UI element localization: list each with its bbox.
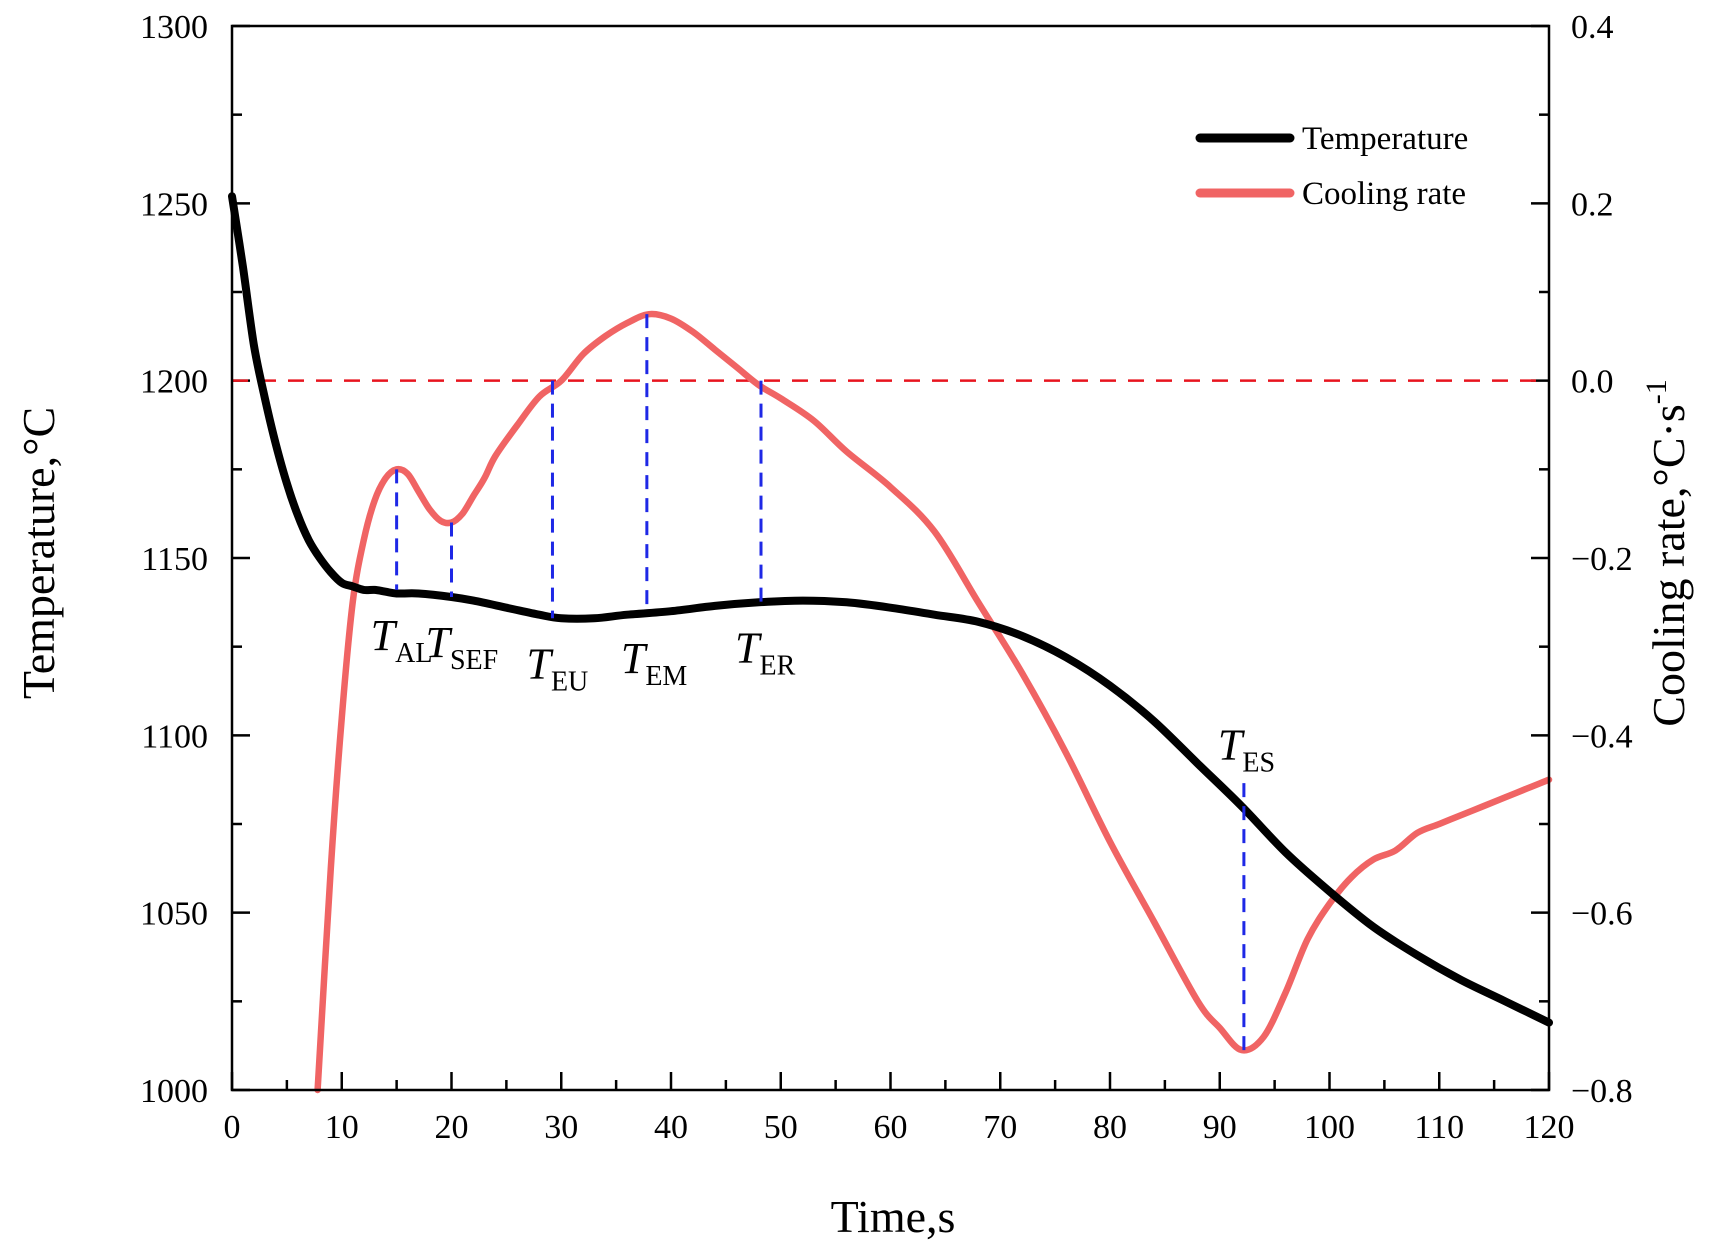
y2-tick-label: −0.4: [1571, 718, 1633, 755]
y-axis-title: Temperature,°C: [13, 407, 64, 699]
marker-label-al: TAL: [371, 611, 433, 669]
y2-tick-label: −0.8: [1571, 1073, 1633, 1110]
marker-label-em: TEM: [621, 634, 688, 692]
series-line-temperature: [228, 192, 1553, 1027]
y-tick-label: 1000: [140, 1073, 208, 1110]
legend-label-temperature: Temperature: [1302, 121, 1468, 157]
y-axis-title-unit: °C: [13, 407, 64, 456]
x-tick-label: 10: [325, 1109, 359, 1146]
x-tick-label: 80: [1093, 1109, 1127, 1146]
y2-axis-title-unit: °C·s: [1643, 404, 1694, 486]
y2-tick-label: −0.6: [1571, 896, 1633, 933]
y2-tick-label: 0.4: [1571, 9, 1614, 46]
x-tick-label: 40: [654, 1109, 688, 1146]
y2-tick-label: −0.2: [1571, 541, 1633, 578]
marker-label-sef: TSEF: [426, 618, 499, 676]
y-tick-label: 1150: [141, 541, 208, 578]
x-tick-label: 50: [764, 1109, 798, 1146]
x-tick-label: 30: [544, 1109, 578, 1146]
x-tick-label: 60: [874, 1109, 908, 1146]
x-tick-label: 20: [435, 1109, 469, 1146]
legend-label-cooling-rate: Cooling rate: [1302, 176, 1466, 212]
x-tick-label: 120: [1524, 1109, 1575, 1146]
y2-axis-title-exponent: -1: [1640, 379, 1673, 404]
ticks-layer: 0 10 20 30 40 50 60 70 80 90 100 110 120 1000 1050 1100…: [140, 9, 1633, 1146]
marker-label-eu: TEU: [526, 639, 588, 697]
legend: Temperature Cooling rate: [1195, 121, 1468, 212]
lines-layer: [228, 192, 1553, 1094]
x-axis-title: Time,s: [831, 1191, 956, 1242]
x-tick-label: 70: [983, 1109, 1017, 1146]
x-tick-label: 0: [224, 1109, 241, 1146]
x-tick-label: 100: [1304, 1109, 1355, 1146]
y2-axis-title-text: Cooling rate,: [1643, 487, 1694, 727]
y2-tick-label: 0.0: [1571, 364, 1614, 401]
y-axis-title-text: Temperature,: [13, 456, 64, 699]
y-tick-label: 1300: [140, 9, 208, 46]
y2-tick-label: 0.2: [1571, 186, 1614, 223]
y-tick-label: 1050: [140, 896, 208, 933]
x-tick-label: 90: [1203, 1109, 1237, 1146]
marker-label-er: TER: [735, 623, 796, 681]
y-tick-label: 1100: [141, 718, 208, 755]
x-tick-label: 110: [1414, 1109, 1464, 1146]
marker-label-es: TES: [1218, 720, 1275, 778]
y2-axis-title: Cooling rate,°C·s-1: [1640, 379, 1694, 726]
y-tick-label: 1250: [140, 186, 208, 223]
plot-frame: [230, 24, 1551, 1092]
y-tick-label: 1200: [140, 364, 208, 401]
series-line-cooling-rate: [314, 310, 1553, 1094]
